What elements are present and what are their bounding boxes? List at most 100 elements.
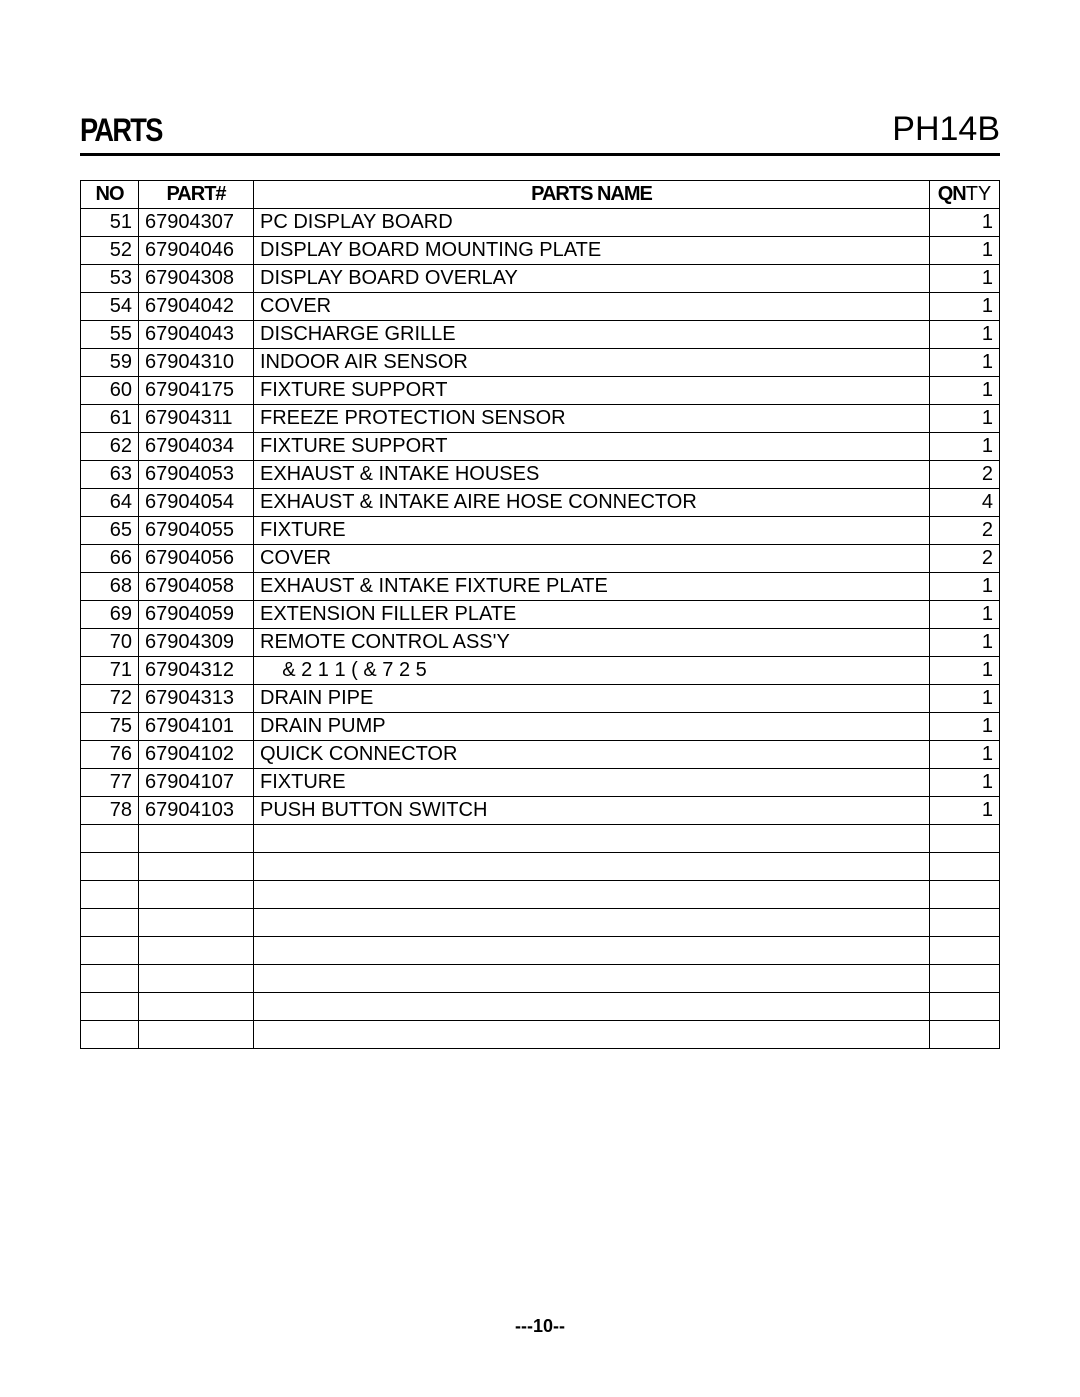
cell-part: 67904103 <box>139 797 254 825</box>
table-row-empty <box>81 909 1000 937</box>
cell-part: 67904101 <box>139 713 254 741</box>
table-row: 5467904042COVER1 <box>81 293 1000 321</box>
cell-name: COVER <box>254 545 930 573</box>
cell-part: 67904312 <box>139 657 254 685</box>
cell-qty: 2 <box>930 545 1000 573</box>
cell-part: 67904043 <box>139 321 254 349</box>
table-row: 7667904102QUICK CONNECTOR1 <box>81 741 1000 769</box>
cell-name: FIXTURE <box>254 769 930 797</box>
cell-no: 52 <box>81 237 139 265</box>
cell-name: INDOOR AIR SENSOR <box>254 349 930 377</box>
cell-no: 77 <box>81 769 139 797</box>
cell-qty: 1 <box>930 573 1000 601</box>
cell-part: 67904313 <box>139 685 254 713</box>
cell-no: 71 <box>81 657 139 685</box>
cell-name: & 2 1 1 ( & 7 2 5 <box>254 657 930 685</box>
cell-no: 69 <box>81 601 139 629</box>
table-row-empty <box>81 993 1000 1021</box>
cell-qty: 1 <box>930 293 1000 321</box>
cell-part <box>139 937 254 965</box>
cell-name: DISCHARGE GRILLE <box>254 321 930 349</box>
cell-name <box>254 965 930 993</box>
title-left: PARTS <box>80 112 162 149</box>
table-row: 7567904101DRAIN PUMP1 <box>81 713 1000 741</box>
table-row: 5567904043DISCHARGE GRILLE1 <box>81 321 1000 349</box>
cell-qty: 1 <box>930 265 1000 293</box>
cell-qty: 1 <box>930 321 1000 349</box>
cell-qty: 1 <box>930 209 1000 237</box>
table-row-empty <box>81 937 1000 965</box>
cell-name: EXTENSION FILLER PLATE <box>254 601 930 629</box>
cell-no: 70 <box>81 629 139 657</box>
cell-part <box>139 965 254 993</box>
cell-qty: 1 <box>930 685 1000 713</box>
cell-no: 54 <box>81 293 139 321</box>
page-footer: ---10-- <box>0 1316 1080 1337</box>
table-row-empty <box>81 965 1000 993</box>
cell-qty: 1 <box>930 349 1000 377</box>
table-row-empty <box>81 853 1000 881</box>
cell-qty: 2 <box>930 517 1000 545</box>
cell-qty: 1 <box>930 741 1000 769</box>
cell-part: 67904054 <box>139 489 254 517</box>
cell-name <box>254 909 930 937</box>
cell-part: 67904307 <box>139 209 254 237</box>
cell-name: EXHAUST & INTAKE AIRE HOSE CONNECTOR <box>254 489 930 517</box>
qty-rest: TY <box>966 183 992 205</box>
cell-no: 62 <box>81 433 139 461</box>
cell-qty <box>930 909 1000 937</box>
cell-qty: 1 <box>930 601 1000 629</box>
table-row: 5167904307PC DISPLAY BOARD1 <box>81 209 1000 237</box>
page-header: PARTS PH14B <box>80 110 1000 156</box>
cell-part: 67904308 <box>139 265 254 293</box>
table-row: 6367904053EXHAUST & INTAKE HOUSES2 <box>81 461 1000 489</box>
table-row-empty <box>81 825 1000 853</box>
cell-name <box>254 937 930 965</box>
cell-no <box>81 881 139 909</box>
table-row: 6167904311FREEZE PROTECTION SENSOR1 <box>81 405 1000 433</box>
cell-part: 67904311 <box>139 405 254 433</box>
cell-no: 64 <box>81 489 139 517</box>
cell-no: 76 <box>81 741 139 769</box>
cell-name: COVER <box>254 293 930 321</box>
cell-no: 51 <box>81 209 139 237</box>
cell-qty <box>930 825 1000 853</box>
cell-qty: 1 <box>930 713 1000 741</box>
col-header-part: PART# <box>139 181 254 209</box>
cell-no: 78 <box>81 797 139 825</box>
cell-part: 67904175 <box>139 377 254 405</box>
cell-name: FIXTURE <box>254 517 930 545</box>
cell-part: 67904107 <box>139 769 254 797</box>
col-header-no: NO <box>81 181 139 209</box>
cell-name <box>254 825 930 853</box>
table-row: 6567904055FIXTURE2 <box>81 517 1000 545</box>
table-row: 5267904046DISPLAY BOARD MOUNTING PLATE1 <box>81 237 1000 265</box>
cell-part: 67904055 <box>139 517 254 545</box>
title-right: PH14B <box>892 110 1000 149</box>
cell-no: 63 <box>81 461 139 489</box>
cell-part: 67904310 <box>139 349 254 377</box>
cell-qty: 1 <box>930 405 1000 433</box>
table-row: 5367904308DISPLAY BOARD OVERLAY1 <box>81 265 1000 293</box>
qty-bold: QN <box>938 183 966 205</box>
cell-name: EXHAUST & INTAKE FIXTURE PLATE <box>254 573 930 601</box>
cell-name: EXHAUST & INTAKE HOUSES <box>254 461 930 489</box>
table-row: 7867904103PUSH BUTTON SWITCH1 <box>81 797 1000 825</box>
table-row: 6267904034FIXTURE SUPPORT1 <box>81 433 1000 461</box>
cell-qty <box>930 965 1000 993</box>
cell-part: 67904309 <box>139 629 254 657</box>
cell-part: 67904042 <box>139 293 254 321</box>
cell-name: PUSH BUTTON SWITCH <box>254 797 930 825</box>
cell-no: 72 <box>81 685 139 713</box>
cell-name: DRAIN PIPE <box>254 685 930 713</box>
cell-part: 67904046 <box>139 237 254 265</box>
cell-no: 68 <box>81 573 139 601</box>
cell-part: 67904056 <box>139 545 254 573</box>
cell-qty: 1 <box>930 657 1000 685</box>
table-row: 5967904310INDOOR AIR SENSOR1 <box>81 349 1000 377</box>
table-row: 7267904313DRAIN PIPE1 <box>81 685 1000 713</box>
table-row-empty <box>81 1021 1000 1049</box>
cell-part: 67904053 <box>139 461 254 489</box>
cell-qty: 1 <box>930 629 1000 657</box>
table-row: 6867904058EXHAUST & INTAKE FIXTURE PLATE… <box>81 573 1000 601</box>
